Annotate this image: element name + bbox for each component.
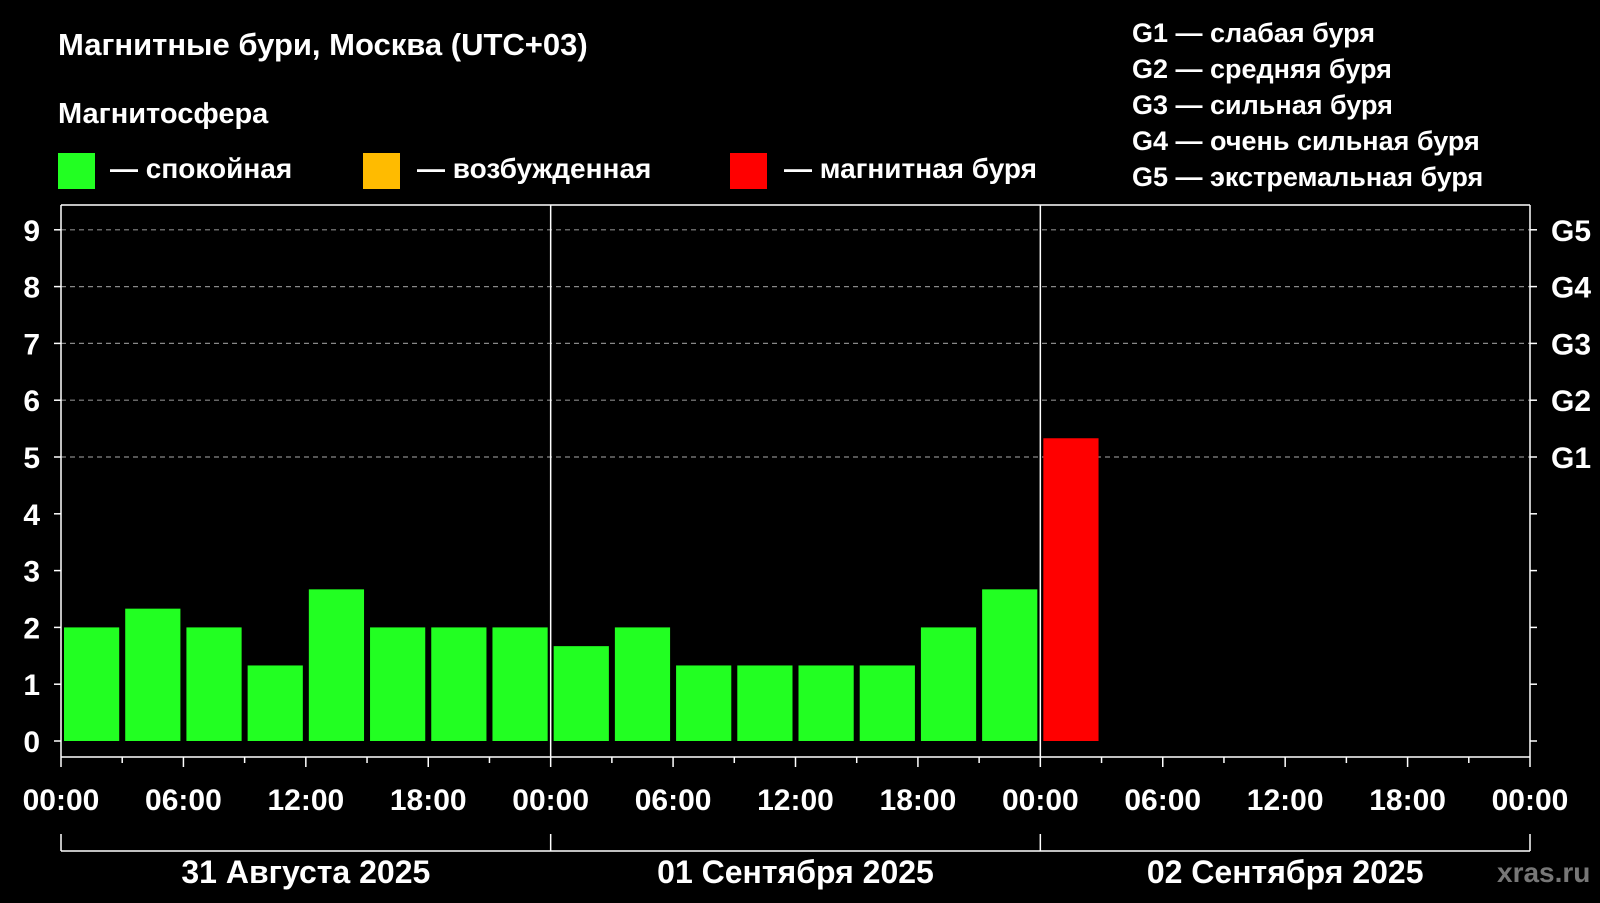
- kp-bar: [125, 608, 181, 741]
- x-tick-label: 06:00: [1124, 784, 1201, 817]
- day-label: 01 Сентября 2025: [657, 854, 934, 890]
- x-tick-label: 12:00: [757, 784, 834, 817]
- legend-swatch-excited: [363, 153, 400, 189]
- bars: [64, 438, 1099, 741]
- g-scale-g5: G5 — экстремальная буря: [1132, 162, 1483, 192]
- legend-label-quiet: — спокойная: [110, 153, 292, 184]
- legend-swatch-quiet: [58, 153, 95, 189]
- x-tick-label: 00:00: [23, 784, 100, 817]
- chart-title: Магнитные бури, Москва (UTC+03): [58, 27, 588, 62]
- g-scale-g3: G3 — сильная буря: [1132, 90, 1393, 120]
- y-tick-label: 7: [23, 328, 40, 361]
- x-tick-label: 06:00: [635, 784, 712, 817]
- axis-labels: 0 1 2 3 4 5 6 7 8 9 G1 G2 G3 G4 G5 00:00 06:00 12:00 18:00…: [23, 215, 1592, 890]
- y-tick-label: 4: [23, 499, 40, 532]
- y-tick-label: 6: [23, 385, 40, 418]
- y-tick-label: 1: [23, 669, 40, 702]
- x-tick-label: 18:00: [1369, 784, 1446, 817]
- kp-bar: [1043, 438, 1099, 741]
- g-scale-g2: G2 — средняя буря: [1132, 54, 1392, 84]
- day-label: 31 Августа 2025: [181, 854, 430, 890]
- g-level-label-g5: G5: [1551, 215, 1591, 248]
- x-tick-label: 18:00: [390, 784, 467, 817]
- watermark: xras.ru: [1497, 857, 1590, 888]
- x-tick-label: 00:00: [1002, 784, 1079, 817]
- legend-label-excited: — возбужденная: [417, 153, 651, 184]
- legend-label-storm: — магнитная буря: [784, 153, 1037, 184]
- magnetosphere-label: Магнитосфера: [58, 98, 269, 130]
- day-label: 02 Сентября 2025: [1147, 854, 1424, 890]
- x-tick-label: 00:00: [1492, 784, 1569, 817]
- kp-bar: [676, 665, 732, 741]
- kp-bar: [64, 627, 120, 741]
- y-tick-label: 5: [23, 442, 40, 475]
- g-scale-g1: G1 — слабая буря: [1132, 18, 1375, 48]
- kp-bar: [798, 665, 854, 741]
- g-level-label-g4: G4: [1551, 272, 1591, 305]
- y-tick-label: 8: [23, 272, 40, 305]
- kp-bar: [737, 665, 793, 741]
- legend: — спокойная — возбужденная — магнитная б…: [58, 153, 1037, 189]
- kp-bar: [370, 627, 426, 741]
- kp-bar: [553, 646, 609, 741]
- y-tick-label: 9: [23, 215, 40, 248]
- kp-bar: [920, 627, 977, 741]
- x-tick-label: 12:00: [1247, 784, 1324, 817]
- legend-swatch-storm: [730, 153, 767, 189]
- x-tick-label: 12:00: [267, 784, 344, 817]
- g-scale-g4: G4 — очень сильная буря: [1132, 126, 1480, 156]
- axes: [54, 204, 1537, 852]
- g-scale-legend: G1 — слабая буря G2 — средняя буря G3 — …: [1132, 18, 1483, 192]
- kp-bar: [308, 589, 365, 741]
- kp-bar: [492, 627, 548, 741]
- y-tick-label: 0: [23, 726, 40, 759]
- y-tick-label: 3: [23, 556, 40, 589]
- kp-bar: [431, 627, 487, 741]
- y-tick-label: 2: [23, 612, 40, 645]
- g-level-label-g2: G2: [1551, 385, 1591, 418]
- kp-bar: [614, 627, 671, 741]
- kp-bar: [982, 589, 1038, 741]
- kp-bar: [186, 627, 242, 741]
- kp-bar: [247, 665, 303, 741]
- x-tick-label: 00:00: [512, 784, 589, 817]
- kp-bar: [859, 665, 915, 741]
- x-tick-label: 18:00: [880, 784, 957, 817]
- x-tick-label: 06:00: [145, 784, 222, 817]
- g-level-label-g3: G3: [1551, 328, 1591, 361]
- grid-lines: [61, 229, 1530, 458]
- g-level-label-g1: G1: [1551, 442, 1591, 475]
